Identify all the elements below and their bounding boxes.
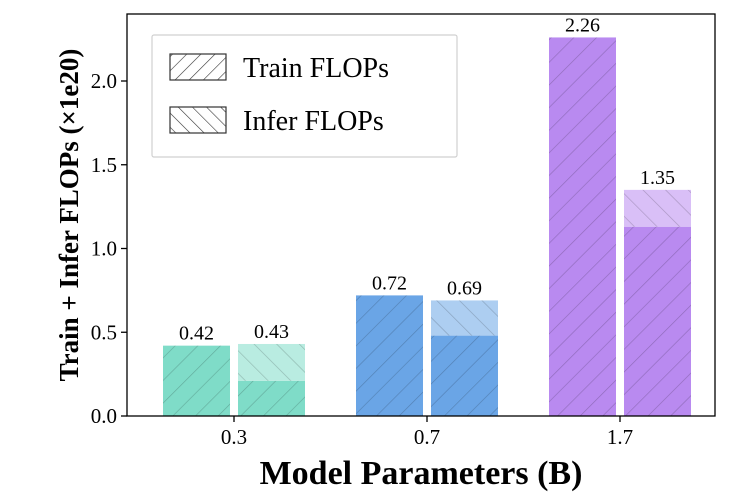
y-tick-label-0.0: 0.0 — [91, 404, 117, 428]
bar-ours-train-hatch-1.7 — [624, 226, 691, 416]
legend-frame — [151, 34, 458, 158]
bar-ours-train-hatch-0.7 — [431, 335, 498, 416]
y-tick-label-0.5: 0.5 — [91, 320, 117, 344]
x-axis: 0.3 0.7 1.7 — [221, 416, 633, 449]
bar-baseline-hatch-0.3 — [163, 345, 230, 416]
x-tick-label-1.7: 1.7 — [607, 425, 633, 449]
bar-ours-train-hatch-0.3 — [238, 380, 305, 416]
data-label-baseline-0.7: 0.72 — [372, 272, 407, 294]
data-label-ours-0.3: 0.43 — [254, 321, 289, 343]
bar-baseline-hatch-1.7 — [549, 37, 616, 416]
bar-baseline-hatch-0.7 — [356, 295, 423, 416]
y-axis: 0.0 0.5 1.0 1.5 2.0 — [91, 69, 127, 428]
y-tick-label-2.0: 2.0 — [91, 69, 117, 93]
y-tick-label-1.5: 1.5 — [91, 153, 117, 177]
legend-swatch-infer — [169, 106, 227, 134]
y-axis-title: Train + Infer FLOPs (×1e20) — [54, 49, 84, 382]
legend: Train FLOPs Infer FLOPs — [151, 34, 458, 158]
data-label-baseline-1.7: 2.26 — [565, 14, 600, 36]
y-tick-label-1.0: 1.0 — [91, 237, 117, 261]
data-label-ours-0.7: 0.69 — [447, 277, 482, 299]
bars-group — [163, 37, 691, 416]
data-labels-group: 0.42 0.43 0.72 0.69 2.26 1.35 — [179, 14, 675, 344]
bar-ours-infer-hatch-0.7 — [431, 300, 498, 336]
bar-ours-infer-hatch-1.7 — [624, 189, 691, 227]
plot-frame — [126, 13, 716, 417]
x-tick-label-0.3: 0.3 — [221, 425, 247, 449]
x-axis-title: Model Parameters (B) — [260, 455, 583, 492]
x-tick-label-0.7: 0.7 — [414, 425, 440, 449]
bar-ours-infer-hatch-0.3 — [238, 343, 305, 381]
data-label-ours-1.7: 1.35 — [640, 167, 675, 189]
legend-swatch-train — [169, 53, 227, 81]
legend-label-train: Train FLOPs — [243, 53, 389, 84]
data-label-baseline-0.3: 0.42 — [179, 323, 214, 345]
legend-label-infer: Infer FLOPs — [243, 106, 384, 137]
